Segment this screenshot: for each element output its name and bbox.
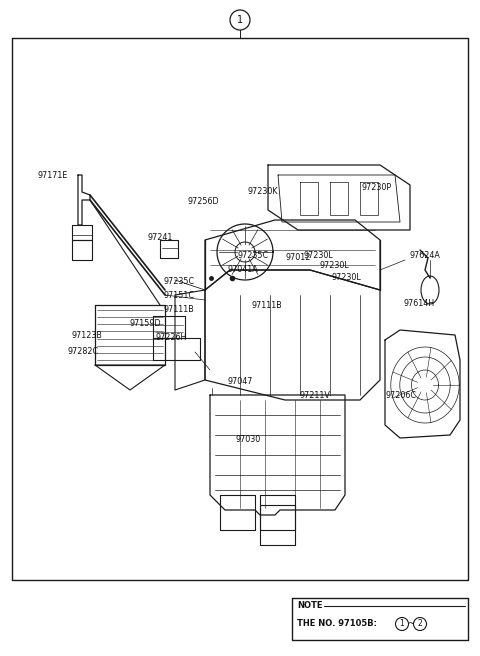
Text: 2: 2 (418, 619, 422, 628)
Text: 97226H: 97226H (155, 333, 186, 342)
Text: 97206C: 97206C (385, 390, 416, 400)
Text: THE NO. 97105B:: THE NO. 97105B: (297, 619, 380, 628)
Text: 97235C: 97235C (238, 251, 269, 260)
Text: 97230K: 97230K (248, 188, 278, 197)
Circle shape (230, 10, 250, 30)
Circle shape (413, 617, 427, 630)
Circle shape (396, 617, 408, 630)
Text: 97030: 97030 (235, 436, 260, 445)
Text: 97012: 97012 (285, 253, 311, 262)
Text: 1: 1 (400, 619, 404, 628)
Text: ~: ~ (408, 619, 415, 628)
Text: 97111B: 97111B (163, 304, 194, 314)
Text: 97171E: 97171E (38, 171, 68, 180)
Text: 97111B: 97111B (252, 300, 283, 310)
Text: 97235C: 97235C (163, 277, 194, 287)
Text: 97211V: 97211V (300, 392, 331, 401)
Text: 97230P: 97230P (362, 184, 392, 192)
Text: 97047: 97047 (228, 377, 253, 386)
Text: 97282C: 97282C (68, 348, 99, 356)
Text: 97230L: 97230L (332, 274, 362, 283)
Text: 97624A: 97624A (410, 251, 441, 260)
Text: 97151C: 97151C (163, 291, 194, 300)
Text: 97241: 97241 (148, 232, 173, 241)
Text: 97256D: 97256D (188, 197, 220, 207)
Text: 97123B: 97123B (72, 331, 103, 340)
Text: 97230L: 97230L (320, 260, 350, 270)
Text: NOTE: NOTE (297, 602, 323, 611)
Text: 97230L: 97230L (303, 251, 333, 260)
Text: 97614H: 97614H (403, 298, 434, 308)
Text: 97041A: 97041A (228, 266, 259, 274)
Ellipse shape (421, 276, 439, 304)
Text: 1: 1 (237, 15, 243, 25)
Text: 97159D: 97159D (130, 319, 162, 327)
